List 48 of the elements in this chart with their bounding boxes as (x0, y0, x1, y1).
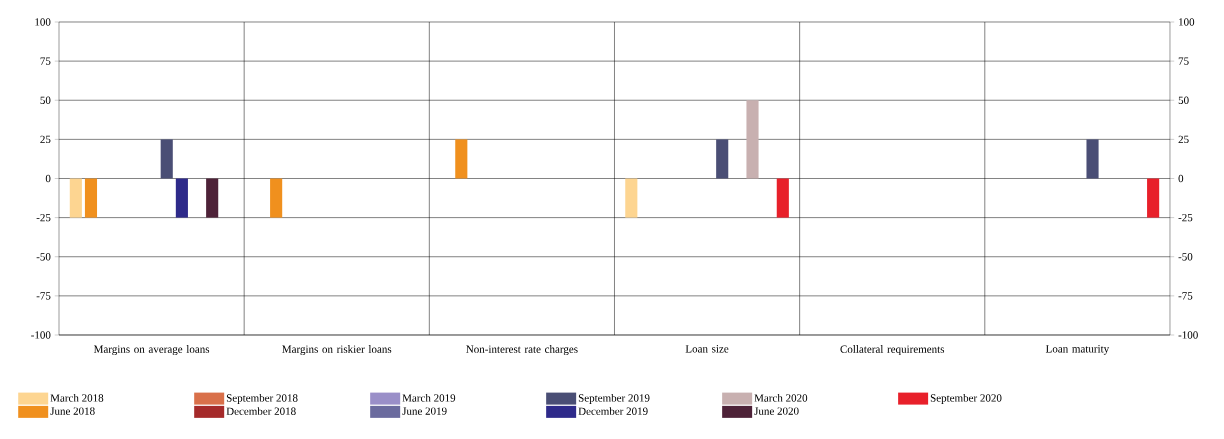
y-tick-label: 75 (40, 57, 51, 65)
legend-label: March 2020 (754, 393, 808, 402)
legend-label: June 2018 (50, 407, 95, 415)
bar (1086, 139, 1099, 179)
legend-label: March 2019 (402, 393, 456, 402)
bar (69, 178, 82, 218)
legend-label: December 2018 (226, 407, 296, 415)
legend-label: June 2020 (754, 407, 799, 415)
y-tick-label: 25 (40, 135, 51, 144)
legend-label: September 2019 (578, 393, 650, 404)
y2-tick-label: 100 (1179, 18, 1195, 26)
bar (206, 178, 219, 218)
bar (776, 178, 789, 218)
y2-tick-label: 50 (1178, 96, 1189, 104)
bar (746, 100, 759, 179)
y-tick-label: 0 (45, 174, 51, 183)
y-tick-label: -25 (36, 213, 51, 222)
x-tick-label: Non-interest rate charges (466, 345, 578, 356)
y2-tick-label: -75 (1178, 292, 1193, 300)
legend-label: September 2020 (930, 393, 1002, 404)
x-tick-label: Collateral requirements (840, 345, 945, 356)
x-tick-label: Loan size (685, 345, 729, 353)
bar (270, 178, 283, 218)
y-tick-label: 100 (35, 18, 51, 26)
bar (175, 178, 188, 218)
legend-label: March 2018 (50, 393, 104, 402)
y2-tick-label: 75 (1178, 57, 1189, 65)
x-tick-label: Margins on average loans (93, 345, 210, 356)
y2-tick-label: 0 (1178, 174, 1184, 183)
bar (625, 178, 638, 218)
y2-tick-label: -100 (1178, 331, 1198, 339)
x-tick-label: Loan maturity (1045, 345, 1110, 355)
y2-tick-label: -50 (1178, 253, 1193, 261)
x-tick-label: Margins on riskier loans (282, 345, 392, 356)
y-tick-label: -100 (31, 331, 51, 339)
y-tick-label: -50 (36, 253, 51, 261)
bar (160, 139, 173, 179)
bar (1147, 178, 1160, 218)
y2-tick-label: 25 (1178, 135, 1189, 144)
y-tick-label: 50 (40, 96, 51, 104)
bar (716, 139, 729, 179)
y-tick-label: -75 (36, 292, 51, 300)
bar (455, 139, 468, 179)
legend-label: June 2019 (402, 407, 447, 415)
bar (84, 178, 98, 218)
legend-label: September 2018 (226, 393, 298, 404)
legend-label: December 2019 (578, 407, 648, 415)
y2-tick-label: -25 (1178, 213, 1193, 222)
